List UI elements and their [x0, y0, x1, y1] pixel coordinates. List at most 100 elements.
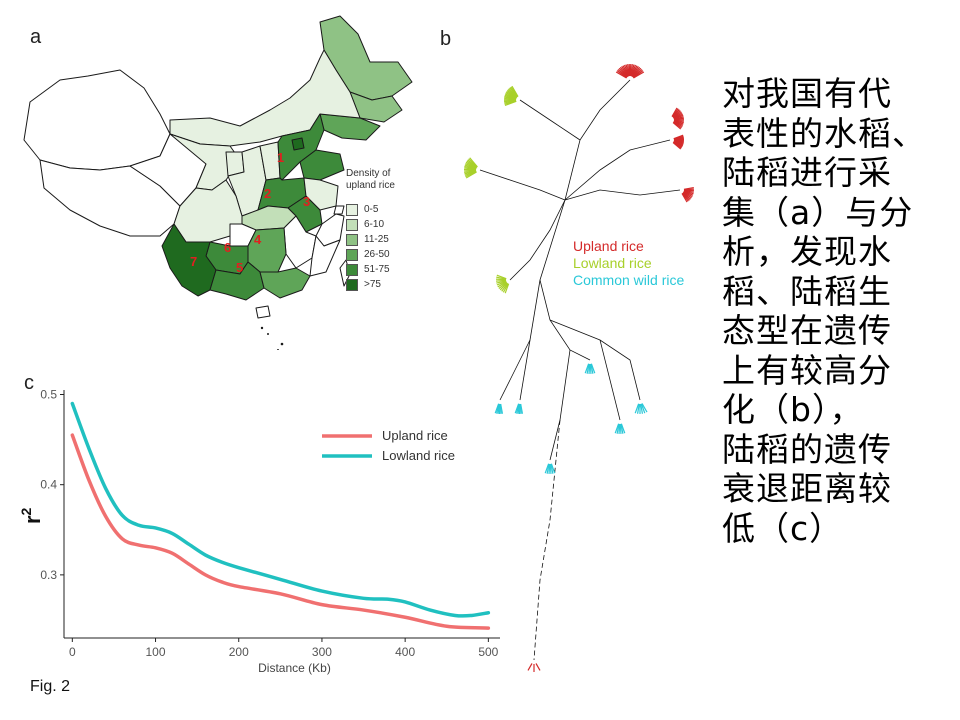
x-tick-label: 400	[395, 645, 415, 659]
tree-tip	[672, 142, 682, 150]
tree-tip	[683, 186, 694, 190]
tree-tip	[641, 403, 648, 413]
legend-label: >75	[364, 279, 381, 290]
tree-tip	[618, 423, 621, 435]
map-region-number-2: 2	[264, 186, 272, 201]
map-legend-item: >75	[346, 277, 395, 292]
tree-tip	[620, 423, 626, 434]
panel-b-label: b	[440, 28, 452, 50]
legend-label: 11-25	[364, 234, 389, 245]
tree-legend-upland: Upland rice	[573, 238, 644, 254]
caption-line: 上有较高分	[722, 350, 892, 390]
tree-tip	[683, 190, 694, 193]
tree-tip	[683, 191, 693, 198]
tree-tip	[683, 190, 694, 195]
region-shanghai	[333, 205, 345, 215]
tree-tip	[681, 192, 689, 202]
map-region-number-5: 5	[236, 260, 244, 275]
x-tick-label: 200	[229, 645, 249, 659]
region-xinjiang	[23, 69, 171, 171]
ld-decay-chart: 0 100 200 300 400 500 0.3 0.4 0.5 Distance (Kb) r2…	[18, 388, 500, 675]
legend-label: 51-75	[364, 264, 390, 275]
map-legend-item: 6-10	[346, 217, 395, 232]
tree-branches	[479, 79, 681, 661]
caption-text: 对我国有代 表性的水稻、 陆稻进行采 集（a）与分 析，发现水 稻、陆稻生 态型…	[722, 74, 926, 548]
map-legend-item: 51-75	[346, 262, 395, 277]
series-line	[70, 433, 491, 630]
region-hainan	[255, 305, 271, 319]
caption-line: 稻、陆稻生	[722, 271, 892, 311]
x-tick-label: 100	[146, 645, 166, 659]
tree-tip	[511, 85, 519, 97]
tree-legend-wild: Common wild rice	[573, 272, 685, 288]
china-map	[23, 15, 413, 350]
series-line	[70, 401, 491, 618]
tree-tip	[640, 403, 646, 414]
map-legend-title-line-1: Density of	[346, 168, 391, 179]
x-tick-label: 300	[312, 645, 332, 659]
tree-tip	[496, 280, 507, 284]
legend-swatch	[346, 233, 358, 246]
tree-legend-lowland: Lowland rice	[573, 255, 652, 271]
tree-tip	[514, 403, 520, 414]
y-axis-label: r2	[18, 507, 45, 524]
tree-tip	[590, 363, 596, 374]
tree-tip	[683, 188, 695, 191]
panel-a-label: a	[30, 26, 42, 48]
tree-tip	[636, 403, 640, 414]
tree-tip	[682, 192, 691, 200]
caption-line: 衰退距离较	[722, 469, 892, 508]
caption-line: 表性的水稻、	[722, 113, 926, 153]
tree-tip	[495, 279, 507, 282]
chart-axes: 0 100 200 300 400 500 0.3 0.4 0.5 Distance (Kb) r2	[18, 388, 500, 675]
tree-tip	[589, 363, 592, 375]
legend-label: 6-10	[364, 219, 385, 230]
tree-tip	[682, 192, 690, 201]
tree-tip	[502, 283, 509, 293]
tree-tip	[614, 423, 620, 434]
caption-line: 化（b），	[722, 390, 864, 429]
tree-tip	[619, 423, 622, 435]
tree-tip	[620, 423, 624, 434]
legend-swatch	[346, 218, 358, 231]
chart-legend: Upland rice Lowland rice	[322, 428, 455, 463]
legend-label: Lowland rice	[382, 448, 455, 463]
tree-tip	[499, 282, 508, 291]
map-region-number-3: 3	[303, 194, 311, 209]
legend-label: 26-50	[364, 249, 390, 260]
caption-line: 态型在遗传	[722, 311, 892, 350]
caption-line: 析，发现水	[722, 232, 892, 271]
tree-tip	[550, 463, 556, 474]
y-tick-label: 0.5	[40, 388, 57, 402]
tree-tip	[683, 190, 694, 196]
tree-tip	[498, 281, 508, 289]
tree-tip	[550, 463, 554, 474]
tree-tip	[469, 157, 478, 168]
caption-line: 集（a）与分	[722, 192, 914, 232]
legend-label: 0-5	[364, 204, 379, 215]
caption-line: 陆稻的遗传	[722, 429, 892, 469]
tree-tip	[588, 363, 591, 375]
tree-tip	[544, 463, 550, 474]
caption-line: 低（c）	[722, 508, 844, 548]
region-beijing	[291, 137, 305, 151]
tree-tip	[549, 463, 552, 475]
tree-tip	[496, 274, 507, 280]
figure-label: Fig. 2	[30, 678, 71, 695]
map-legend-item: 11-25	[346, 232, 395, 247]
tree-tip	[586, 363, 590, 374]
map-legend-item: 26-50	[346, 247, 395, 262]
caption-line: 对我国有代	[722, 74, 892, 113]
map-legend-item: 0-5	[346, 202, 395, 217]
tree-tip	[495, 278, 507, 281]
tree-tip	[584, 363, 590, 374]
legend-swatch	[346, 278, 358, 291]
tree-tip	[616, 423, 620, 434]
chart-series	[70, 401, 491, 630]
y-tick-label: 0.3	[40, 568, 57, 582]
caption-line: 陆稻进行采	[722, 153, 892, 192]
tree-tip	[546, 463, 550, 474]
legend-swatch	[346, 248, 358, 261]
tree-tip	[496, 276, 507, 280]
tree-tip	[494, 403, 500, 414]
